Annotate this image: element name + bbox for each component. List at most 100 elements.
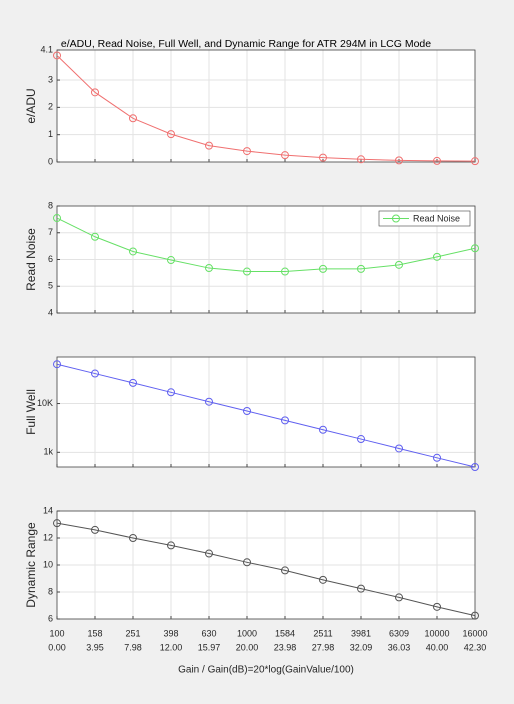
- data-point: [319, 264, 327, 273]
- x-tick-label-db: 27.98: [312, 642, 335, 652]
- y-tick-label: 2: [48, 102, 53, 112]
- data-point: [471, 157, 479, 166]
- data-point: [395, 593, 403, 602]
- series-line: [56, 217, 476, 273]
- data-point: [129, 534, 137, 542]
- y-tick-label: 5: [48, 281, 53, 291]
- data-point: [395, 260, 403, 269]
- series-line: [56, 363, 476, 468]
- y-tick-label: 1k: [43, 447, 53, 457]
- x-tick-label-db: 42.30: [464, 642, 487, 652]
- x-tick-label-db: 32.09: [350, 642, 373, 652]
- y-tick-label: 6: [48, 613, 53, 623]
- x-tick-label: 16000: [462, 628, 487, 638]
- data-point: [319, 425, 327, 434]
- legend-marker: [392, 214, 400, 223]
- data-point: [205, 141, 213, 150]
- x-tick-label-db: 23.98: [274, 642, 297, 652]
- plot-area: [57, 357, 475, 467]
- y-tick-label: 10: [43, 559, 53, 569]
- data-point: [129, 247, 137, 256]
- data-point: [433, 156, 441, 165]
- x-tick-label: 100: [49, 628, 64, 638]
- data-point: [357, 155, 365, 164]
- y-tick-label: 14: [43, 505, 53, 515]
- x-tick-label: 398: [163, 628, 178, 638]
- x-tick-label: 1000: [237, 628, 257, 638]
- y-axis-label: Full Well: [24, 389, 38, 435]
- data-point: [395, 156, 403, 165]
- x-tick-label: 6309: [389, 628, 409, 638]
- y-axis-label: Read Noise: [24, 228, 38, 291]
- y-axis-label: Dynamic Range: [24, 522, 38, 608]
- legend-box: [378, 210, 471, 227]
- data-point: [281, 416, 289, 425]
- data-point: [471, 244, 479, 253]
- data-point: [53, 360, 61, 369]
- series-line: [56, 55, 476, 162]
- y-axis-label: e/ADU: [24, 88, 38, 123]
- x-axis-label: Gain / Gain(dB)=20*log(GainValue/100): [178, 665, 354, 676]
- x-tick-label: 251: [125, 628, 140, 638]
- y-tick-label: 1: [48, 129, 53, 139]
- data-point: [357, 435, 365, 444]
- data-point: [281, 566, 289, 575]
- x-tick-label: 630: [201, 628, 216, 638]
- data-point: [53, 214, 61, 223]
- data-point: [167, 541, 175, 550]
- data-point: [91, 88, 99, 97]
- data-point: [281, 267, 289, 276]
- x-tick-label-db: 3.95: [86, 642, 104, 652]
- x-tick-label: 158: [87, 628, 102, 638]
- data-point: [91, 525, 99, 534]
- data-point: [91, 232, 99, 241]
- y-tick-label: 0: [48, 156, 53, 166]
- legend-label: Read Noise: [413, 213, 460, 223]
- data-point: [205, 264, 213, 273]
- x-tick-label-db: 36.03: [388, 642, 411, 652]
- data-point: [243, 407, 251, 416]
- data-point: [129, 114, 137, 123]
- x-tick-label-db: 12.00: [160, 642, 183, 652]
- axes-box: [56, 205, 476, 314]
- data-point: [357, 584, 365, 593]
- data-point: [433, 602, 441, 611]
- x-tick-label: 3981: [351, 628, 371, 638]
- x-tick-label-db: 20.00: [236, 642, 259, 652]
- y-tick-label: 4.1: [40, 44, 53, 54]
- y-tick-label: 12: [43, 532, 53, 542]
- data-point: [91, 369, 99, 378]
- data-point: [129, 378, 137, 387]
- data-point: [167, 388, 175, 397]
- data-point: [53, 51, 61, 60]
- axes-box: [56, 356, 476, 468]
- data-point: [319, 153, 327, 162]
- y-tick-label: 7: [48, 227, 53, 237]
- y-tick-label: 8: [48, 586, 53, 596]
- data-point: [243, 558, 251, 567]
- x-tick-label-db: 7.98: [124, 642, 142, 652]
- data-point: [395, 444, 403, 453]
- data-point: [167, 130, 175, 139]
- data-point: [205, 397, 213, 406]
- plot-area: [57, 50, 475, 162]
- x-tick-label: 2511: [313, 628, 332, 638]
- y-tick-label: 10K: [37, 398, 53, 408]
- series-line: [56, 522, 476, 617]
- data-point: [471, 611, 479, 620]
- data-point: [53, 519, 61, 528]
- chart-title: e/ADU, Read Noise, Full Well, and Dynami…: [61, 38, 431, 50]
- data-point: [167, 256, 175, 265]
- data-point: [319, 575, 327, 584]
- x-tick-label: 1584: [275, 628, 295, 638]
- data-point: [357, 264, 365, 273]
- x-tick-label-db: 0.00: [48, 642, 66, 652]
- axes-box: [56, 49, 476, 163]
- data-point: [205, 549, 213, 558]
- data-point: [433, 252, 441, 261]
- x-tick-label-db: 15.97: [198, 642, 221, 652]
- data-point: [433, 453, 441, 462]
- y-tick-label: 4: [48, 307, 53, 317]
- axes-box: [56, 510, 476, 620]
